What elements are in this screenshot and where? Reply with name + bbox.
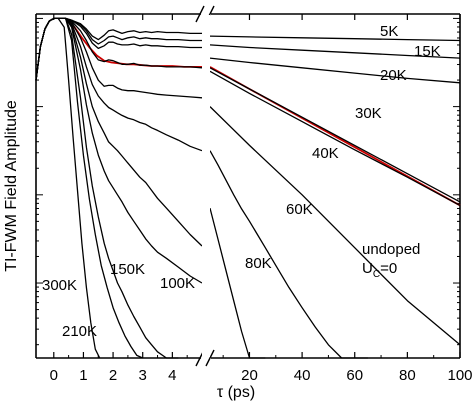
- y-ticks: [36, 17, 460, 346]
- series-label-20k: 20K: [380, 67, 407, 84]
- series-label-100k: 100K: [160, 275, 195, 292]
- x-tick-label-r1: 40: [294, 367, 311, 384]
- series-label-210k: 210K: [62, 323, 97, 340]
- x-tick-label-l1: 1: [79, 367, 87, 384]
- x-tick-label-r3: 80: [399, 367, 416, 384]
- annotation-line-2: UC=0: [362, 260, 397, 280]
- series-label-80k: 80K: [245, 255, 272, 272]
- annotation-subscript: C: [373, 269, 380, 280]
- x-ticks: 0 1 2 3 4 20 40 60 80 100: [50, 14, 473, 384]
- x-tick-label-r4: 100: [447, 367, 472, 384]
- x-tick-label-l0: 0: [50, 367, 58, 384]
- series-label-15k: 15K: [414, 43, 441, 60]
- x-axis-label: τ (ps): [217, 384, 255, 401]
- x-tick-label-r0: 20: [241, 367, 258, 384]
- x-tick-label-r2: 60: [346, 367, 363, 384]
- annotation-equals: =0: [380, 260, 397, 277]
- series-labels: 5K 15K 20K 30K 40K 60K 80K 100K 150K 210K 300K: [42, 23, 441, 340]
- series-layer: [35, 17, 461, 359]
- axis-break-gap: [202, 15, 210, 357]
- series-label-40k: 40K: [312, 145, 339, 162]
- series-label-5k: 5K: [380, 23, 398, 40]
- condition-annotation: undoped UC=0: [362, 241, 420, 280]
- series-label-60k: 60K: [286, 201, 313, 218]
- annotation-u: U: [362, 260, 373, 277]
- x-tick-label-l4: 4: [168, 367, 176, 384]
- x-tick-label-l2: 2: [109, 367, 117, 384]
- x-tick-label-l3: 3: [139, 367, 147, 384]
- annotation-line-1: undoped: [362, 241, 420, 258]
- y-axis-label: TI-FWM Field Amplitude: [3, 100, 20, 272]
- series-line-300k: [35, 17, 101, 359]
- series-label-300k: 300K: [42, 277, 77, 294]
- series-label-30k: 30K: [355, 105, 382, 122]
- series-label-150k: 150K: [110, 261, 145, 278]
